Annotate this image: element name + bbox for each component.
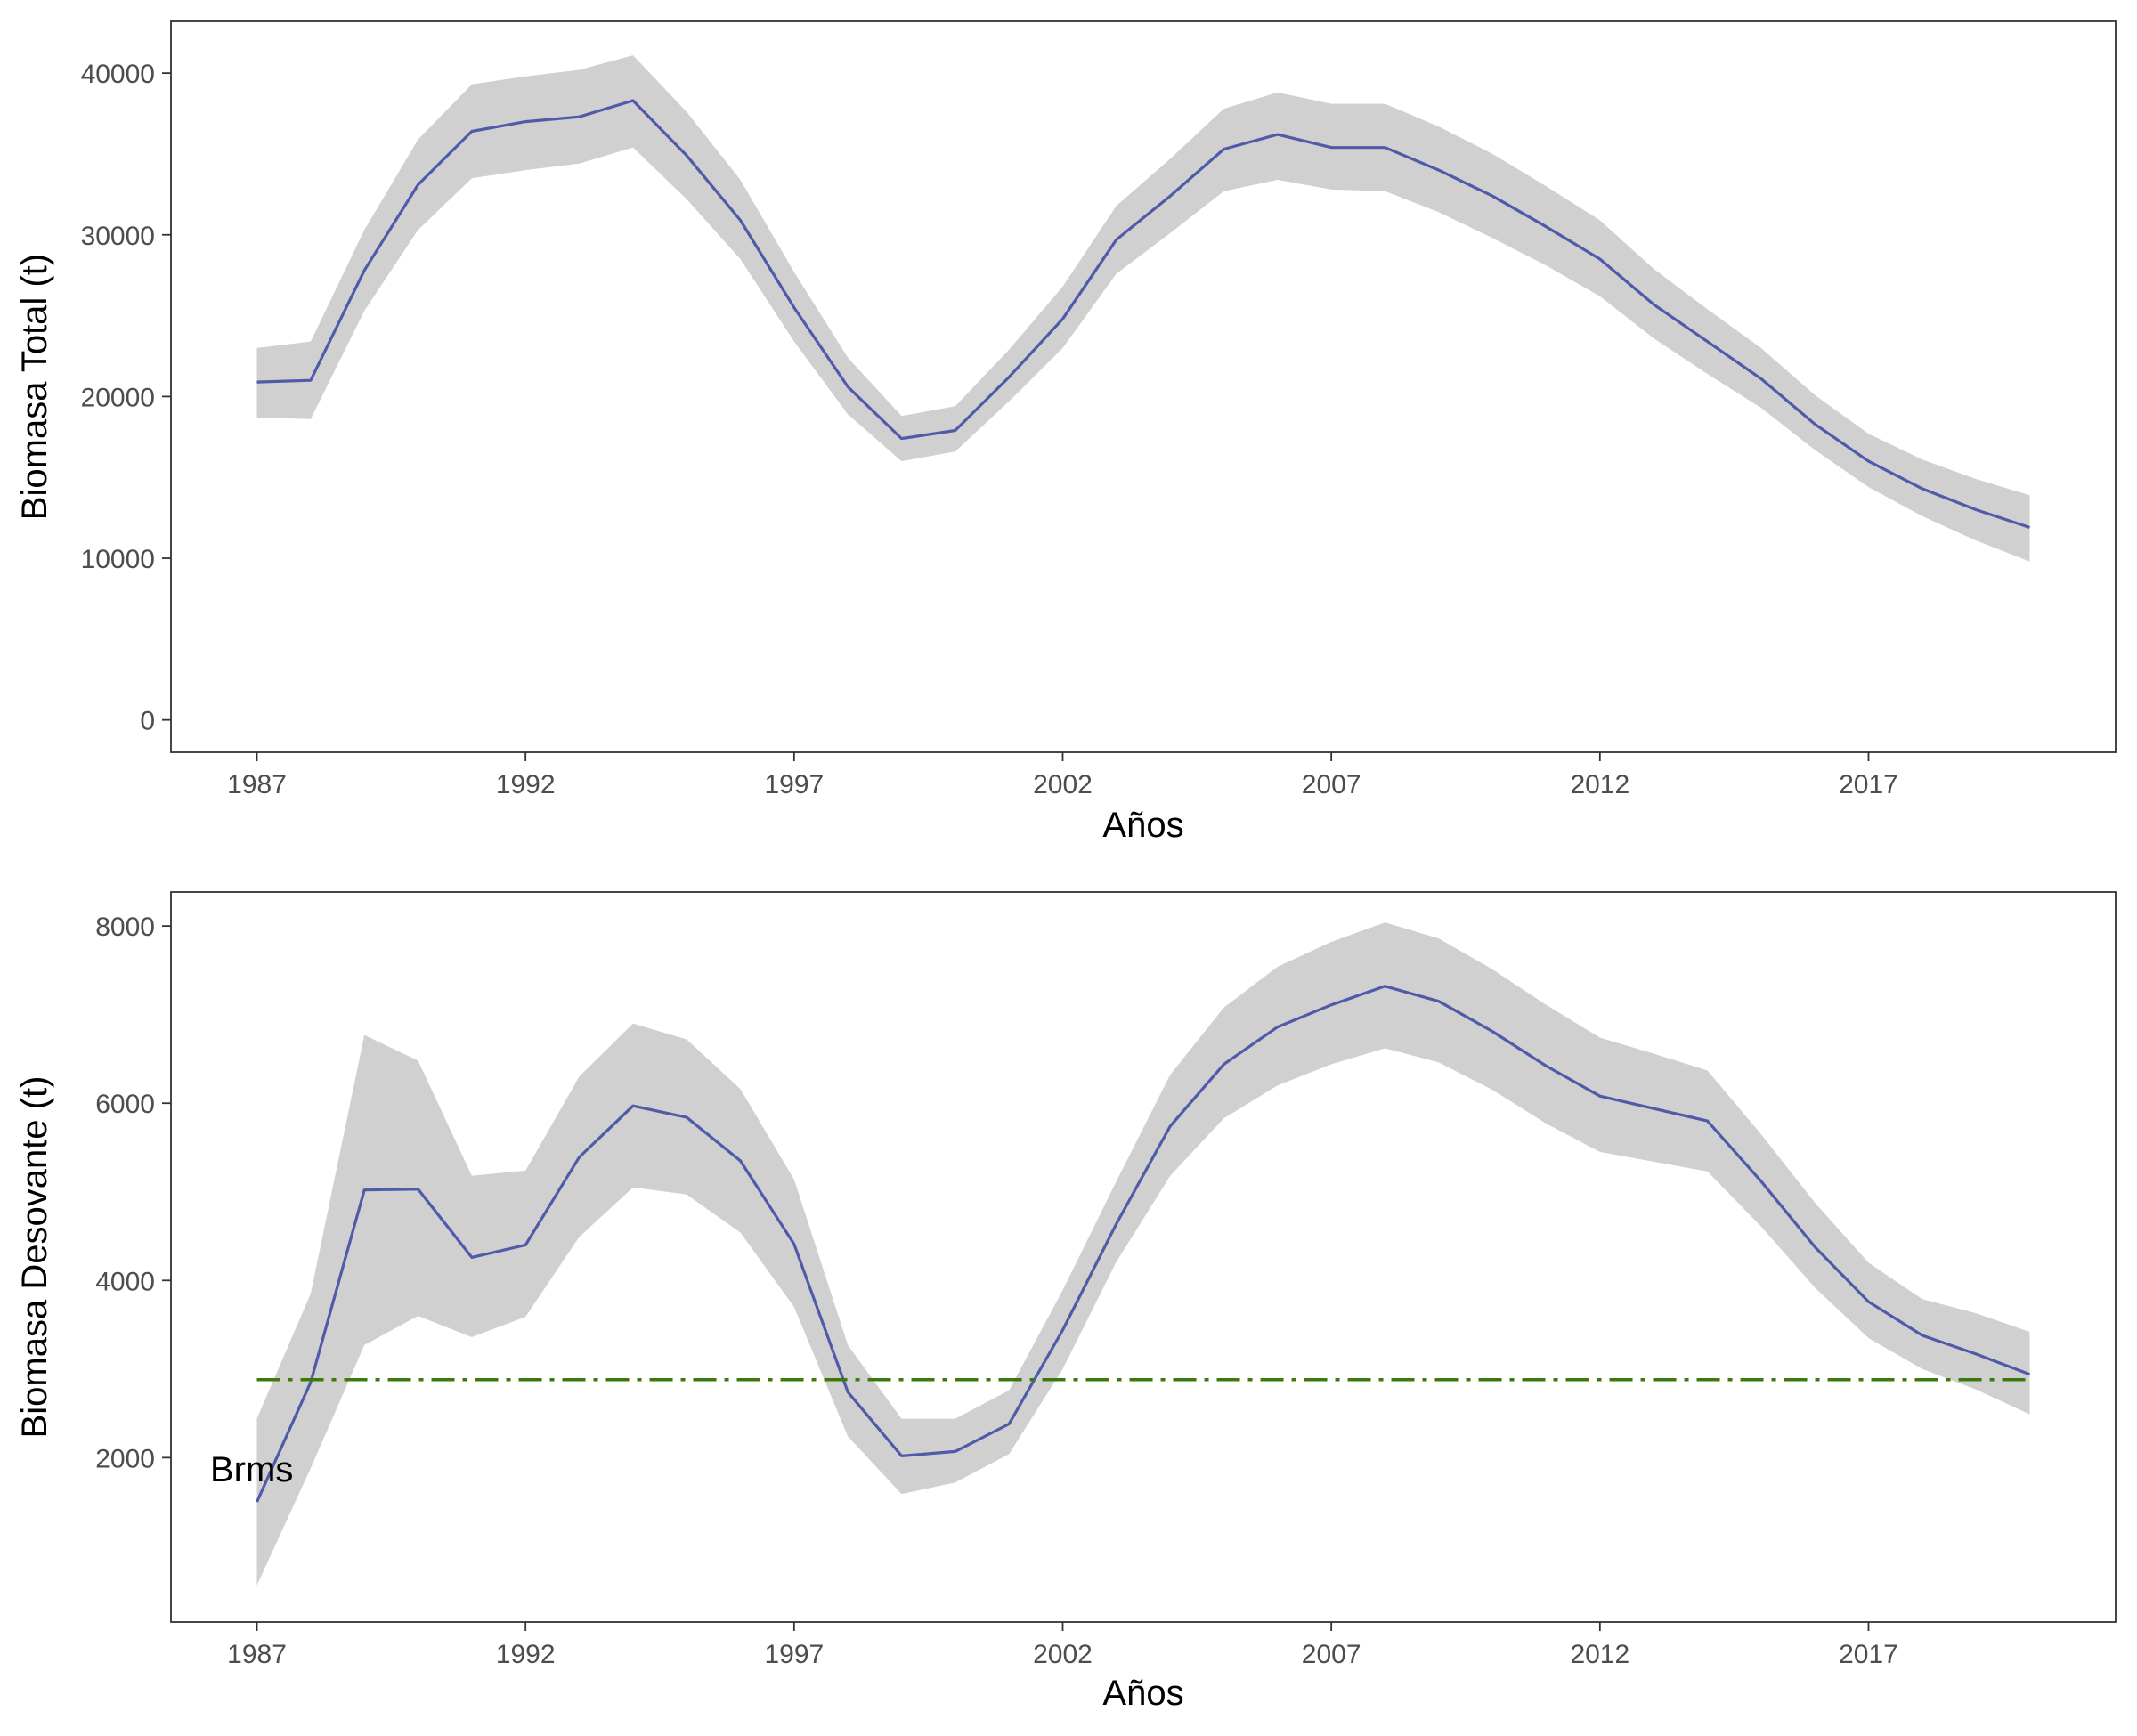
series-line	[256, 99, 2031, 530]
y-tick-label: 40000	[81, 60, 155, 89]
y-tick-label: 6000	[95, 1090, 155, 1119]
x-tick-label: 2017	[1839, 770, 1898, 799]
y-axis-title: Biomasa Desovante (t)	[15, 1076, 54, 1439]
x-tick-label: 2002	[1033, 770, 1093, 799]
y-tick-label: 8000	[95, 913, 155, 942]
y-tick-label: 30000	[81, 222, 155, 251]
plot-frame	[170, 20, 2117, 753]
x-axis-title: Años	[1102, 806, 1183, 845]
y-tick-label: 10000	[81, 545, 155, 574]
x-tick-label: 2002	[1033, 1640, 1093, 1669]
x-tick-label: 1997	[764, 1640, 824, 1669]
reference-line-label: Brms	[210, 1450, 293, 1489]
x-tick-label: 1992	[496, 770, 556, 799]
y-tick-label: 2000	[95, 1444, 155, 1473]
y-tick-label: 4000	[95, 1267, 155, 1296]
y-tick-label: 0	[140, 707, 155, 736]
panel-biomasa-total: 1987 1992 1997 2002 2007 2012 2017 0 10000 20000 3…	[15, 20, 2117, 845]
panel-biomasa-desovante: Brms 1987 1992 1997 2002 2007 2012 2017 2000 4000…	[15, 891, 2117, 1713]
x-tick-label: 2012	[1570, 770, 1629, 799]
y-axis-title: Biomasa Total (t)	[15, 254, 54, 520]
x-tick-label: 1987	[227, 770, 287, 799]
x-tick-label: 1992	[496, 1640, 556, 1669]
plot-frame	[170, 891, 2117, 1623]
x-tick-label: 2017	[1839, 1640, 1898, 1669]
x-tick-label: 1997	[764, 770, 824, 799]
y-tick-label: 20000	[81, 383, 155, 412]
x-tick-label: 2007	[1302, 770, 1361, 799]
series-line	[256, 985, 2031, 1503]
x-tick-label: 2012	[1570, 1640, 1629, 1669]
x-axis-title: Años	[1102, 1674, 1183, 1713]
x-tick-label: 2007	[1302, 1640, 1361, 1669]
x-tick-label: 1987	[227, 1640, 287, 1669]
confidence-band	[256, 55, 2030, 562]
